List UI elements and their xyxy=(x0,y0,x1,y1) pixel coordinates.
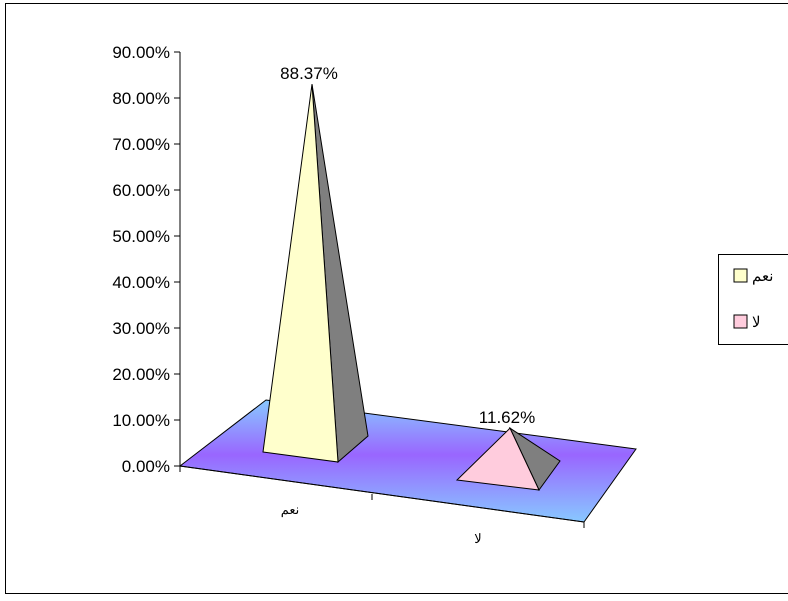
y-tick-label: 90.00% xyxy=(112,43,170,62)
y-tick-label: 70.00% xyxy=(112,135,170,154)
y-tick-label: 30.00% xyxy=(112,319,170,338)
legend-label-yes: نعم xyxy=(752,268,773,285)
x-tick-label: نعم xyxy=(281,502,300,518)
y-tick-label: 10.00% xyxy=(112,411,170,430)
legend-label-no: لا xyxy=(752,314,761,331)
legend-swatch-no xyxy=(734,315,747,328)
legend-swatch-yes xyxy=(734,269,747,282)
data-label: 11.62% xyxy=(479,408,535,427)
x-tick-label: لا xyxy=(474,531,481,546)
y-tick-label: 50.00% xyxy=(112,227,170,246)
y-tick-label: 40.00% xyxy=(112,273,170,292)
y-tick-label: 0.00% xyxy=(122,457,170,476)
y-tick-label: 60.00% xyxy=(112,181,170,200)
data-label: 88.37% xyxy=(280,64,338,83)
y-tick-label: 80.00% xyxy=(112,89,170,108)
y-tick-label: 20.00% xyxy=(112,365,170,384)
legend: نعم لا xyxy=(719,255,788,345)
